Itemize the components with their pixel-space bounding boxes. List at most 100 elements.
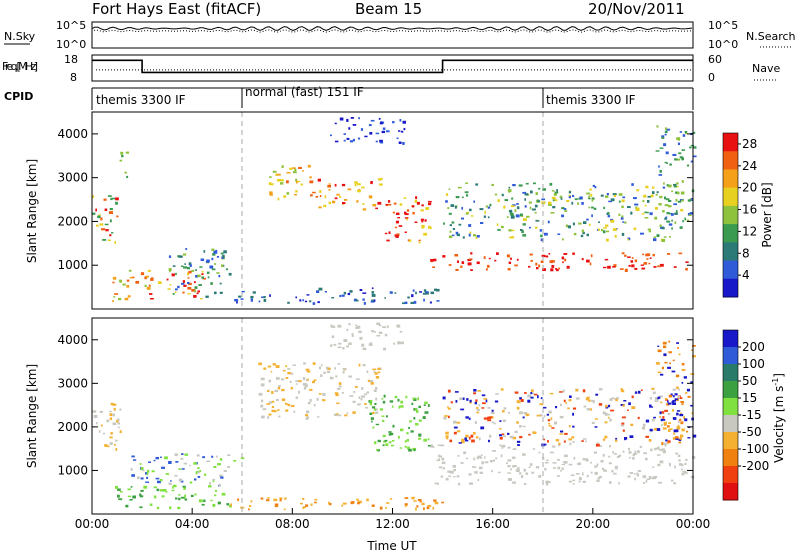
echo-cell — [499, 444, 502, 447]
echo-cell — [362, 298, 365, 301]
echo-cell — [475, 407, 479, 409]
echo-cell — [669, 163, 672, 166]
echo-cell — [366, 391, 370, 394]
echo-cell — [440, 444, 445, 447]
echo-cell — [341, 183, 346, 187]
echo-cell — [381, 415, 385, 417]
echo-cell — [372, 411, 375, 415]
echo-cell — [590, 193, 593, 197]
echo-cell — [603, 230, 606, 234]
echo-cell — [564, 210, 568, 212]
echo-cell — [337, 414, 342, 417]
echo-cell — [500, 454, 503, 458]
echo-cell — [292, 167, 296, 169]
echo-cell — [499, 437, 503, 440]
echo-cell — [673, 183, 677, 186]
echo-cell — [377, 371, 381, 374]
echo-cell — [561, 463, 566, 466]
echo-cell — [450, 204, 455, 207]
echo-cell — [491, 470, 493, 473]
echo-cell — [678, 252, 683, 255]
echo-cell — [502, 410, 505, 413]
echo-cell — [543, 415, 546, 418]
echo-cell — [634, 450, 637, 454]
velocity-colorbar-tick-label: -200 — [742, 459, 769, 473]
echo-cell — [412, 397, 416, 400]
echo-cell — [189, 264, 192, 267]
echo-cell — [680, 191, 685, 195]
echo-cell — [103, 198, 107, 201]
echo-cell — [649, 257, 652, 259]
echo-cell — [374, 372, 378, 375]
echo-cell — [539, 403, 544, 406]
echo-cell — [654, 216, 658, 220]
echo-cell — [406, 432, 409, 435]
echo-cell — [568, 438, 572, 441]
echo-cell — [445, 200, 448, 203]
echo-cell — [622, 429, 625, 432]
echo-cell — [159, 479, 163, 482]
echo-cell — [630, 211, 633, 215]
echo-cell — [406, 218, 408, 221]
echo-cell — [183, 462, 187, 465]
echo-cell — [147, 269, 151, 272]
echo-cell — [315, 196, 319, 198]
echo-cell — [492, 450, 496, 452]
echo-cell — [627, 256, 631, 258]
echo-cell — [607, 265, 611, 269]
echo-cell — [649, 406, 654, 408]
echo-cell — [477, 479, 480, 482]
echo-cell — [449, 235, 453, 239]
echo-cell — [532, 392, 535, 395]
echo-cell — [509, 435, 514, 439]
echo-cell — [456, 475, 460, 478]
echo-cell — [318, 206, 322, 209]
echo-cell — [269, 193, 273, 196]
echo-cell — [518, 184, 523, 187]
echo-cell — [608, 462, 612, 465]
echo-cell — [220, 476, 224, 479]
echo-cell — [507, 189, 512, 193]
echo-cell — [167, 288, 171, 290]
echo-cell — [169, 269, 171, 273]
echo-cell — [448, 212, 452, 215]
echo-cell — [109, 219, 112, 223]
echo-cell — [389, 498, 393, 500]
echo-cell — [573, 232, 577, 236]
echo-cell — [168, 461, 172, 464]
echo-cell — [221, 492, 226, 496]
echo-cell — [604, 435, 608, 439]
echo-cell — [408, 448, 412, 452]
echo-cell — [313, 404, 316, 407]
echo-cell — [117, 418, 120, 422]
echo-cell — [476, 409, 480, 411]
echo-cell — [631, 395, 634, 399]
echo-cell — [656, 234, 660, 237]
echo-cell — [441, 461, 446, 464]
echo-cell — [534, 212, 537, 214]
echo-cell — [594, 471, 598, 475]
echo-cell — [447, 407, 451, 410]
echo-cell — [275, 365, 280, 368]
echo-cell — [418, 433, 422, 437]
echo-cell — [488, 439, 490, 443]
echo-cell — [302, 383, 307, 386]
echo-cell — [338, 382, 342, 385]
echo-cell — [355, 299, 359, 302]
y-tick-label: 1000 — [57, 258, 88, 272]
echo-cell — [392, 211, 395, 214]
echo-cell — [668, 394, 672, 398]
echo-cell — [392, 424, 395, 428]
cpid-segment-3: themis 3300 IF — [546, 93, 636, 107]
echo-cell — [613, 264, 617, 267]
echo-cell — [357, 189, 361, 193]
echo-cell — [406, 209, 410, 212]
echo-cell — [677, 424, 680, 428]
echo-cell — [679, 397, 683, 399]
echo-cell — [512, 481, 516, 484]
echo-cell — [177, 285, 180, 289]
echo-cell — [291, 405, 295, 407]
echo-cell — [523, 218, 527, 221]
nave-right-tick-bottom: 0 — [708, 71, 715, 84]
echo-cell — [572, 194, 575, 197]
